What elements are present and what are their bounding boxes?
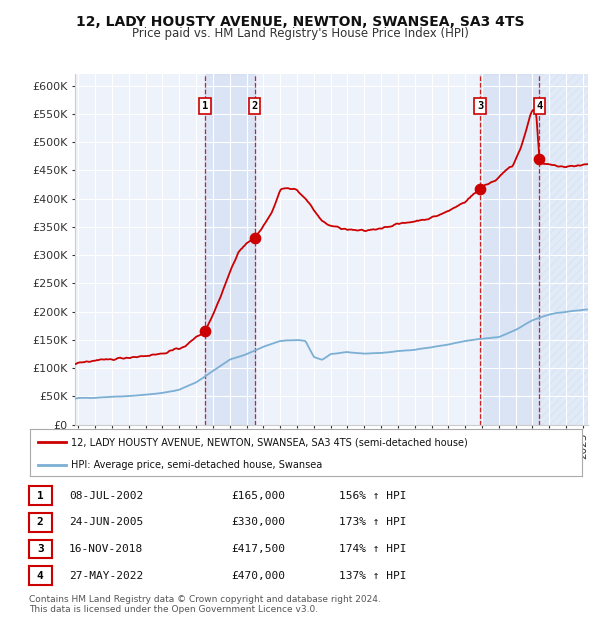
Point <box>200 327 209 337</box>
Bar <box>480 74 539 425</box>
Text: 2: 2 <box>251 101 258 111</box>
Text: 156% ↑ HPI: 156% ↑ HPI <box>339 490 407 501</box>
Text: 1: 1 <box>37 490 44 501</box>
Text: 173% ↑ HPI: 173% ↑ HPI <box>339 517 407 528</box>
Point <box>535 154 544 164</box>
Point <box>475 184 485 194</box>
Text: £330,000: £330,000 <box>231 517 285 528</box>
Bar <box>205 74 254 425</box>
Text: 3: 3 <box>37 544 44 554</box>
Text: Price paid vs. HM Land Registry's House Price Index (HPI): Price paid vs. HM Land Registry's House … <box>131 27 469 40</box>
Text: 3: 3 <box>477 101 483 111</box>
Text: £417,500: £417,500 <box>231 544 285 554</box>
Bar <box>539 74 588 425</box>
Text: 24-JUN-2005: 24-JUN-2005 <box>69 517 143 528</box>
Text: 174% ↑ HPI: 174% ↑ HPI <box>339 544 407 554</box>
Text: 12, LADY HOUSTY AVENUE, NEWTON, SWANSEA, SA3 4TS (semi-detached house): 12, LADY HOUSTY AVENUE, NEWTON, SWANSEA,… <box>71 437 468 447</box>
Text: HPI: Average price, semi-detached house, Swansea: HPI: Average price, semi-detached house,… <box>71 460 323 471</box>
Text: Contains HM Land Registry data © Crown copyright and database right 2024.: Contains HM Land Registry data © Crown c… <box>29 595 380 604</box>
Text: 1: 1 <box>202 101 208 111</box>
Text: 4: 4 <box>536 101 542 111</box>
Text: 137% ↑ HPI: 137% ↑ HPI <box>339 570 407 581</box>
Text: £165,000: £165,000 <box>231 490 285 501</box>
Text: 08-JUL-2002: 08-JUL-2002 <box>69 490 143 501</box>
Text: 27-MAY-2022: 27-MAY-2022 <box>69 570 143 581</box>
Text: 16-NOV-2018: 16-NOV-2018 <box>69 544 143 554</box>
Text: 4: 4 <box>37 570 44 581</box>
Text: This data is licensed under the Open Government Licence v3.0.: This data is licensed under the Open Gov… <box>29 604 318 614</box>
Text: £470,000: £470,000 <box>231 570 285 581</box>
Text: 2: 2 <box>37 517 44 528</box>
Text: 12, LADY HOUSTY AVENUE, NEWTON, SWANSEA, SA3 4TS: 12, LADY HOUSTY AVENUE, NEWTON, SWANSEA,… <box>76 16 524 30</box>
Point <box>250 233 259 243</box>
